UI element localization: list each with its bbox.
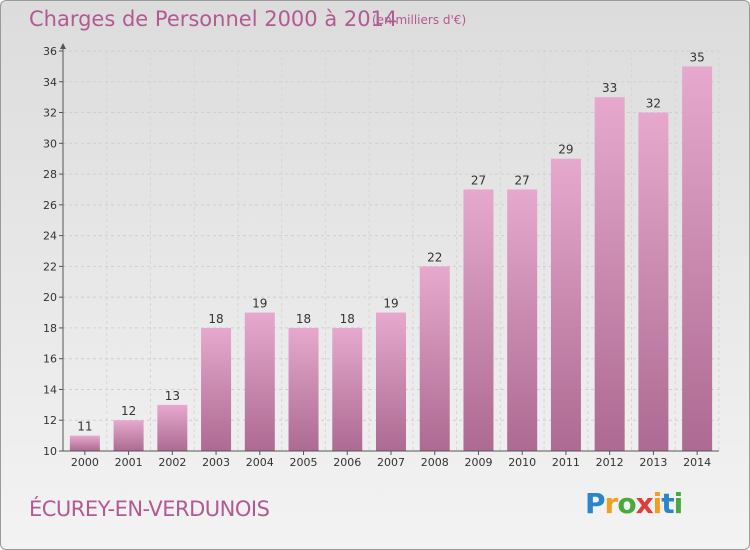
x-tick-label: 2008 (421, 456, 449, 469)
logo-letter: P (585, 487, 606, 520)
bar (638, 112, 669, 452)
x-tick-label: 2006 (333, 456, 361, 469)
logo-letter: i (652, 487, 663, 520)
y-tick-label: 24 (43, 230, 57, 243)
bar (463, 189, 494, 451)
bar-value-label: 18 (208, 312, 223, 326)
y-tick-label: 16 (43, 353, 57, 366)
x-tick-label: 2001 (115, 456, 143, 469)
y-tick-label: 30 (43, 137, 57, 150)
x-tick-label: 2003 (202, 456, 230, 469)
labels: 10 12 14 16 18 20 22 24 26 28 30 32 34 36 11 2000 12 2001… (43, 45, 711, 469)
bar (682, 66, 713, 451)
bar-value-label: 33 (602, 81, 617, 95)
x-tick-label: 2000 (71, 456, 99, 469)
y-tick-label: 28 (43, 168, 57, 181)
x-tick-label: 2010 (508, 456, 536, 469)
x-tick-label: 2005 (290, 456, 318, 469)
y-tick-label: 12 (43, 414, 57, 427)
logo-letter: r (604, 487, 619, 520)
bar (157, 404, 188, 451)
bar-value-label: 13 (165, 389, 180, 403)
bars (69, 66, 713, 452)
x-tick-label: 2012 (596, 456, 624, 469)
proxiti-logo: Proxiti (585, 487, 684, 520)
y-tick-label: 34 (43, 76, 57, 89)
x-tick-label: 2013 (639, 456, 667, 469)
chart-title: Charges de Personnel 2000 à 2014 (29, 7, 398, 31)
bar (419, 266, 450, 451)
y-tick-label: 18 (43, 322, 57, 335)
logo-letter: t (661, 487, 674, 520)
bar (507, 189, 538, 451)
logo-letter: x (635, 487, 654, 520)
chart-subtitle: (en milliers d'€) (372, 13, 467, 27)
bar-value-label: 32 (646, 97, 661, 111)
y-tick-label: 36 (43, 45, 57, 58)
y-tick-label: 20 (43, 291, 57, 304)
bar (288, 327, 319, 451)
x-tick-label: 2002 (158, 456, 186, 469)
bar-value-label: 18 (340, 312, 355, 326)
bar-value-label: 29 (558, 143, 573, 157)
bar-value-label: 19 (383, 297, 398, 311)
bar-value-label: 27 (471, 173, 486, 187)
y-tick-label: 14 (43, 383, 57, 396)
bar-value-label: 12 (121, 404, 136, 418)
bar-value-label: 27 (515, 173, 530, 187)
bar (113, 420, 144, 451)
x-tick-label: 2007 (377, 456, 405, 469)
bar-value-label: 22 (427, 250, 442, 264)
place-name: ÉCUREY-EN-VERDUNOIS (29, 497, 270, 521)
bar-value-label: 19 (252, 297, 267, 311)
bar (594, 97, 625, 452)
bar (244, 312, 275, 451)
logo-letter: i (673, 487, 684, 520)
logo-letter: o (617, 487, 636, 520)
y-tick-label: 10 (43, 445, 57, 458)
axes (59, 43, 719, 455)
bar-value-label: 35 (689, 50, 704, 64)
y-tick-label: 22 (43, 260, 57, 273)
x-tick-label: 2014 (683, 456, 711, 469)
bar (201, 327, 232, 451)
x-tick-label: 2004 (246, 456, 274, 469)
bar-value-label: 11 (77, 420, 92, 434)
y-axis-arrow (60, 43, 66, 49)
bar (69, 435, 100, 451)
y-tick-label: 32 (43, 107, 57, 120)
bar (550, 158, 581, 451)
bar (332, 327, 363, 451)
x-tick-label: 2011 (552, 456, 580, 469)
bar (376, 312, 406, 451)
x-tick-label: 2009 (464, 456, 492, 469)
bar-value-label: 18 (296, 312, 311, 326)
y-tick-label: 26 (43, 199, 57, 212)
